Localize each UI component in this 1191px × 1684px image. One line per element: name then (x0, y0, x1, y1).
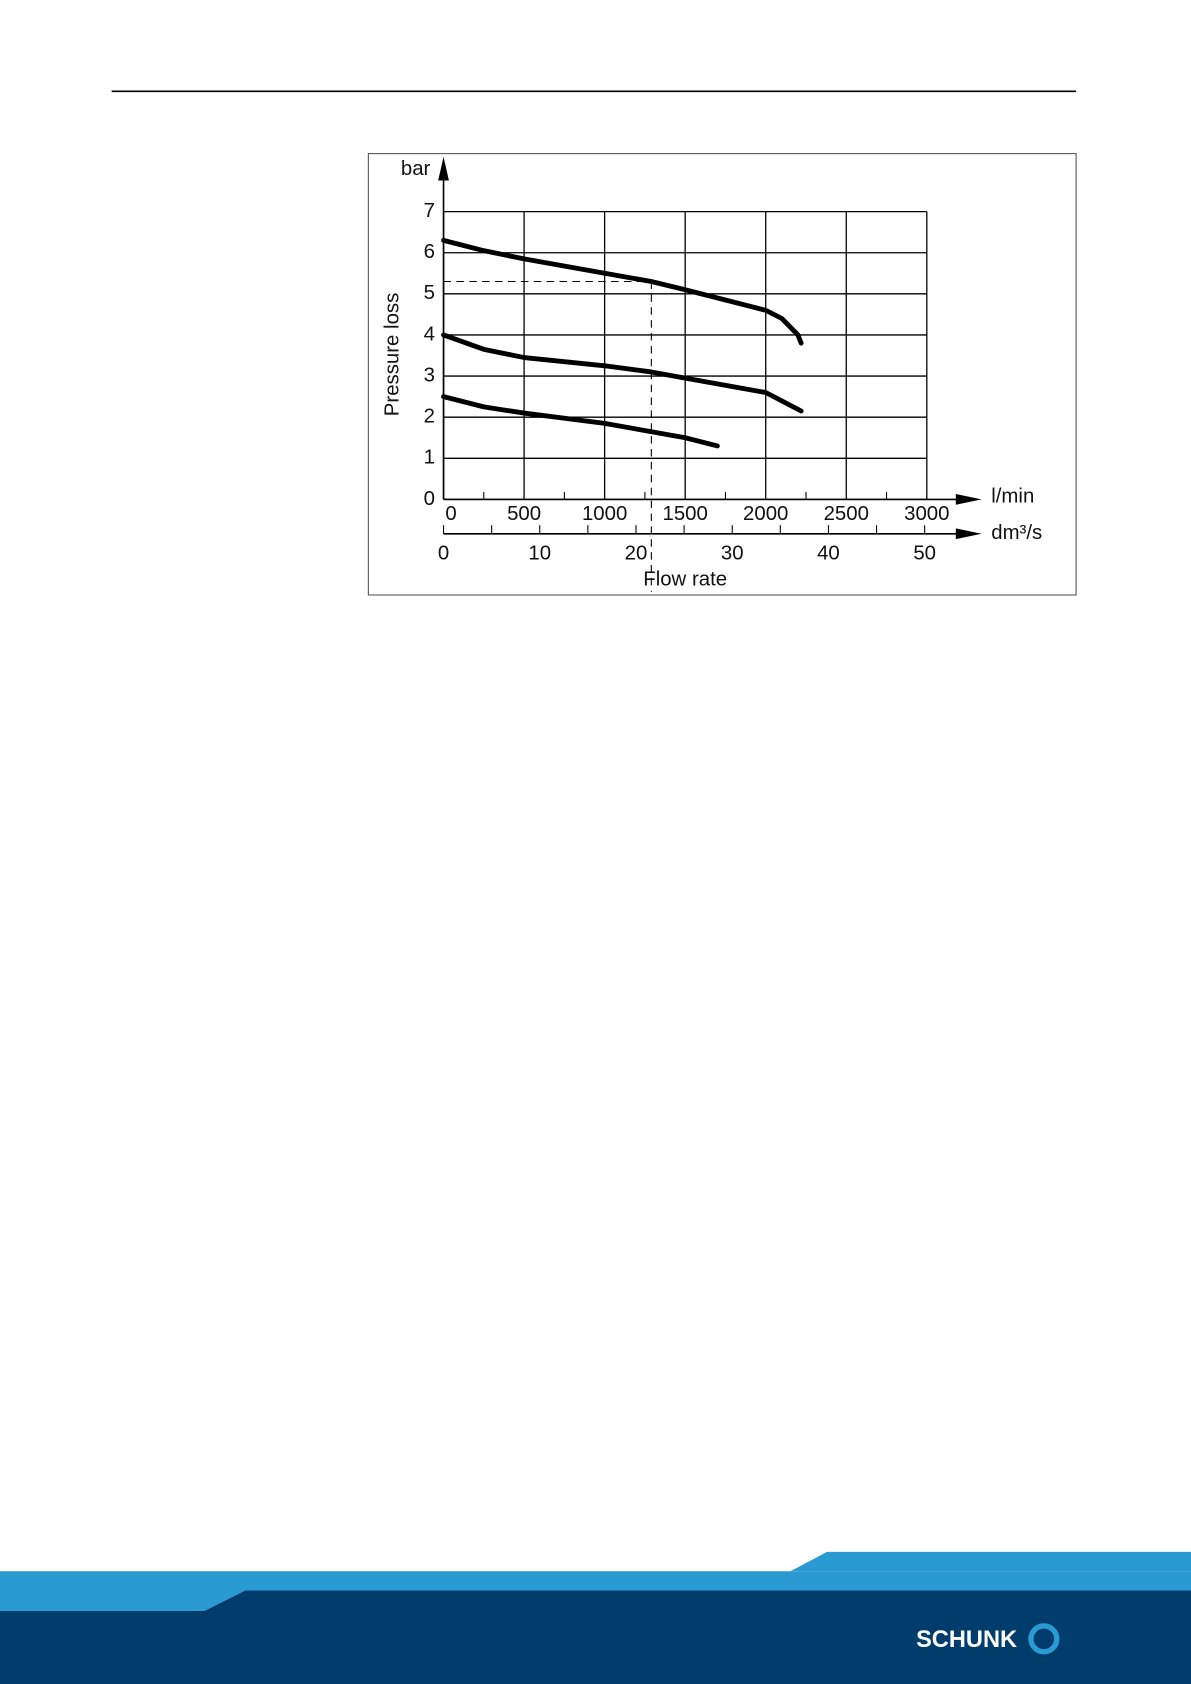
y-tick-label: 4 (424, 323, 435, 345)
footer-band-mid (0, 1571, 1191, 1611)
x2-tick-label: 50 (913, 543, 936, 565)
logo-icon (1028, 1623, 1060, 1655)
y-tick-label: 3 (424, 364, 435, 386)
y-tick-label: 1 (424, 447, 435, 469)
figure-frame (367, 153, 1077, 596)
x2-tick-label: 30 (721, 543, 744, 565)
y-tick-label: 6 (424, 241, 435, 263)
x-tick-label: 3000 (904, 503, 949, 525)
x2-tick-label: 0 (438, 543, 449, 565)
x-unit: l/min (991, 486, 1034, 508)
x-axis-label: Flow rate (643, 568, 727, 590)
x-tick-label: 1000 (582, 503, 627, 525)
x2-tick-label: 10 (528, 543, 551, 565)
y-tick-label: 0 (424, 488, 435, 510)
x2-tick-label: 40 (817, 543, 840, 565)
y-tick-label: 5 (424, 282, 435, 304)
x2-tick-label: 20 (625, 543, 648, 565)
x-arrow (955, 494, 982, 505)
x-tick-label: 1500 (662, 503, 707, 525)
x-tick-label: 2000 (743, 503, 788, 525)
footer-band-light (0, 1551, 1191, 1572)
x-tick-label: 0 (445, 503, 456, 525)
y-tick-label: 7 (424, 200, 435, 222)
y-tick-label: 2 (424, 406, 435, 428)
y-unit: bar (401, 158, 431, 180)
curve (441, 237, 804, 346)
logo: SCHUNK (916, 1627, 1017, 1653)
x2-unit: dm³/s (991, 522, 1042, 544)
x-tick-label: 2500 (824, 503, 869, 525)
y-axis-label: Pressure loss (381, 293, 403, 417)
footer-band-dark (0, 1590, 1191, 1684)
curve (441, 394, 720, 449)
curve (441, 332, 804, 414)
footer: SCHUNK (0, 1551, 1191, 1684)
y-arrow (438, 156, 449, 181)
x-tick-label: 500 (507, 503, 541, 525)
x2-arrow (955, 528, 982, 540)
